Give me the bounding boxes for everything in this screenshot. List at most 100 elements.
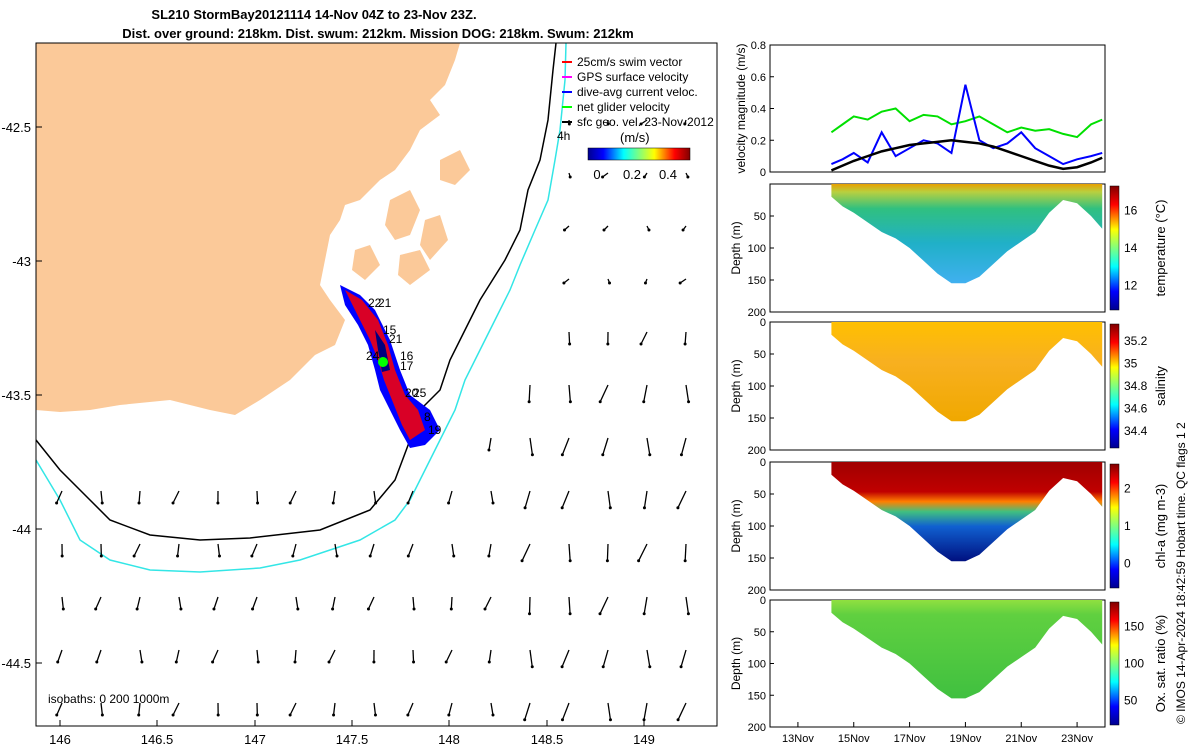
colorbar-tick-label: 34.6 bbox=[1124, 401, 1148, 415]
depth-y-tick-label: 0 bbox=[760, 457, 766, 469]
colorbar-tick-label: 16 bbox=[1124, 204, 1138, 218]
vector-arrow bbox=[447, 490, 453, 504]
colorbar-tick-label: 35.2 bbox=[1124, 334, 1148, 348]
vector-arrow-head bbox=[528, 612, 532, 616]
vector-arrow-head bbox=[288, 713, 292, 717]
depth-section-chl-a bbox=[831, 462, 1103, 562]
vector-arrow bbox=[643, 596, 648, 614]
vector-arrow-head bbox=[174, 660, 178, 664]
legend-item: dive-avg current veloc. bbox=[577, 85, 698, 99]
track-label: 8 bbox=[424, 410, 431, 424]
track-label: 19 bbox=[428, 423, 442, 437]
vector-arrow-head bbox=[679, 453, 683, 457]
vector-arrow bbox=[677, 702, 687, 721]
vector-arrow-head bbox=[412, 607, 416, 611]
vector-arrow bbox=[212, 649, 219, 663]
depth-y-tick-label: 0 bbox=[760, 317, 766, 329]
vector-arrow bbox=[289, 702, 297, 716]
vector-arrow bbox=[602, 649, 609, 667]
isobath-200 bbox=[36, 43, 567, 573]
vector-arrow bbox=[490, 702, 494, 716]
vector-arrow-head bbox=[606, 342, 610, 346]
land-mass bbox=[36, 43, 470, 415]
map-y-tick-label: -42.5 bbox=[1, 120, 31, 135]
vector-arrow-head bbox=[568, 559, 572, 563]
colorbar-label: salinity bbox=[1153, 366, 1168, 406]
vector-arrow-head bbox=[296, 607, 300, 611]
vector-arrow-head bbox=[332, 713, 336, 717]
vector-arrow bbox=[607, 702, 612, 720]
vector-arrow bbox=[55, 490, 63, 504]
vector-arrow bbox=[680, 649, 687, 667]
glider-track-green-spot bbox=[378, 357, 388, 367]
vector-arrow-head bbox=[676, 718, 680, 722]
vector-arrow-head bbox=[487, 448, 491, 452]
vector-arrow-head bbox=[95, 660, 99, 664]
vector-arrow bbox=[138, 490, 141, 504]
vector-arrow bbox=[331, 596, 336, 610]
vector-arrow bbox=[373, 490, 377, 504]
vector-arrow bbox=[484, 596, 492, 610]
vector-arrow-head bbox=[686, 612, 690, 616]
track-label: 21 bbox=[389, 332, 403, 346]
track-label: 22 bbox=[368, 296, 382, 310]
track-label: 16 bbox=[400, 349, 414, 363]
time-x-tick-label: 17Nov bbox=[894, 733, 926, 745]
vector-arrow-head bbox=[368, 554, 372, 558]
vector-arrow-head bbox=[598, 400, 602, 404]
vector-arrow bbox=[295, 596, 299, 610]
vector-arrow-head bbox=[60, 554, 64, 558]
vector-arrow-head bbox=[94, 607, 98, 611]
vector-arrow-head bbox=[687, 400, 691, 404]
vector-arrow-head bbox=[335, 554, 339, 558]
vector-arrow bbox=[680, 437, 687, 455]
vector-arrow-head bbox=[140, 660, 144, 664]
vector-arrow-head bbox=[56, 660, 60, 664]
vector-arrow bbox=[677, 490, 687, 509]
vector-arrow bbox=[334, 543, 338, 557]
map-colorbar bbox=[587, 147, 691, 161]
vector-arrow bbox=[217, 543, 221, 557]
colorbar-label: Ox. sat. ratio (%) bbox=[1153, 615, 1168, 713]
vector-arrow-head bbox=[135, 607, 139, 611]
vector-arrow bbox=[412, 649, 415, 663]
vector-arrow-head bbox=[560, 506, 564, 510]
vector-arrow-head bbox=[251, 607, 255, 611]
vector-arrow-head bbox=[678, 281, 682, 285]
vector-arrow bbox=[640, 331, 648, 345]
map-y-tick-label: -44.5 bbox=[1, 656, 31, 671]
depth-y-tick-label: 150 bbox=[748, 553, 766, 565]
colorbar-tick-label: 34.8 bbox=[1124, 379, 1148, 393]
depth-y-tick-label: 100 bbox=[748, 243, 766, 255]
track-label: 24 bbox=[366, 349, 380, 363]
velocity-ylabel: velocity magnitude (m/s) bbox=[734, 43, 748, 173]
vector-arrow-head bbox=[449, 607, 453, 611]
vector-arrow-head bbox=[137, 713, 141, 717]
vector-arrow bbox=[643, 384, 648, 402]
vector-arrow bbox=[172, 702, 180, 716]
vector-arrow bbox=[568, 596, 571, 614]
vector-arrow bbox=[561, 649, 570, 668]
track-label: 25 bbox=[413, 386, 427, 400]
vector-arrow-head bbox=[568, 612, 572, 616]
vector-arrow-head bbox=[412, 660, 416, 664]
depth-y-tick-label: 150 bbox=[748, 413, 766, 425]
vector-arrow bbox=[529, 437, 534, 455]
depth-y-tick-label: 50 bbox=[754, 627, 766, 639]
vector-arrow bbox=[213, 596, 219, 610]
vector-arrow-head bbox=[601, 175, 605, 179]
vector-arrow-head bbox=[217, 554, 221, 558]
depth-y-tick-label: 150 bbox=[748, 690, 766, 702]
legend-item: GPS surface velocity bbox=[577, 70, 688, 84]
vector-arrow bbox=[529, 649, 533, 667]
depth-ylabel: Depth (m) bbox=[729, 637, 743, 690]
depth-y-tick-label: 200 bbox=[748, 307, 766, 319]
vector-arrow-head bbox=[406, 713, 410, 717]
colorbar-tick-label: 150 bbox=[1124, 620, 1144, 634]
vector-arrow bbox=[175, 649, 180, 663]
vector-arrow bbox=[488, 543, 492, 557]
